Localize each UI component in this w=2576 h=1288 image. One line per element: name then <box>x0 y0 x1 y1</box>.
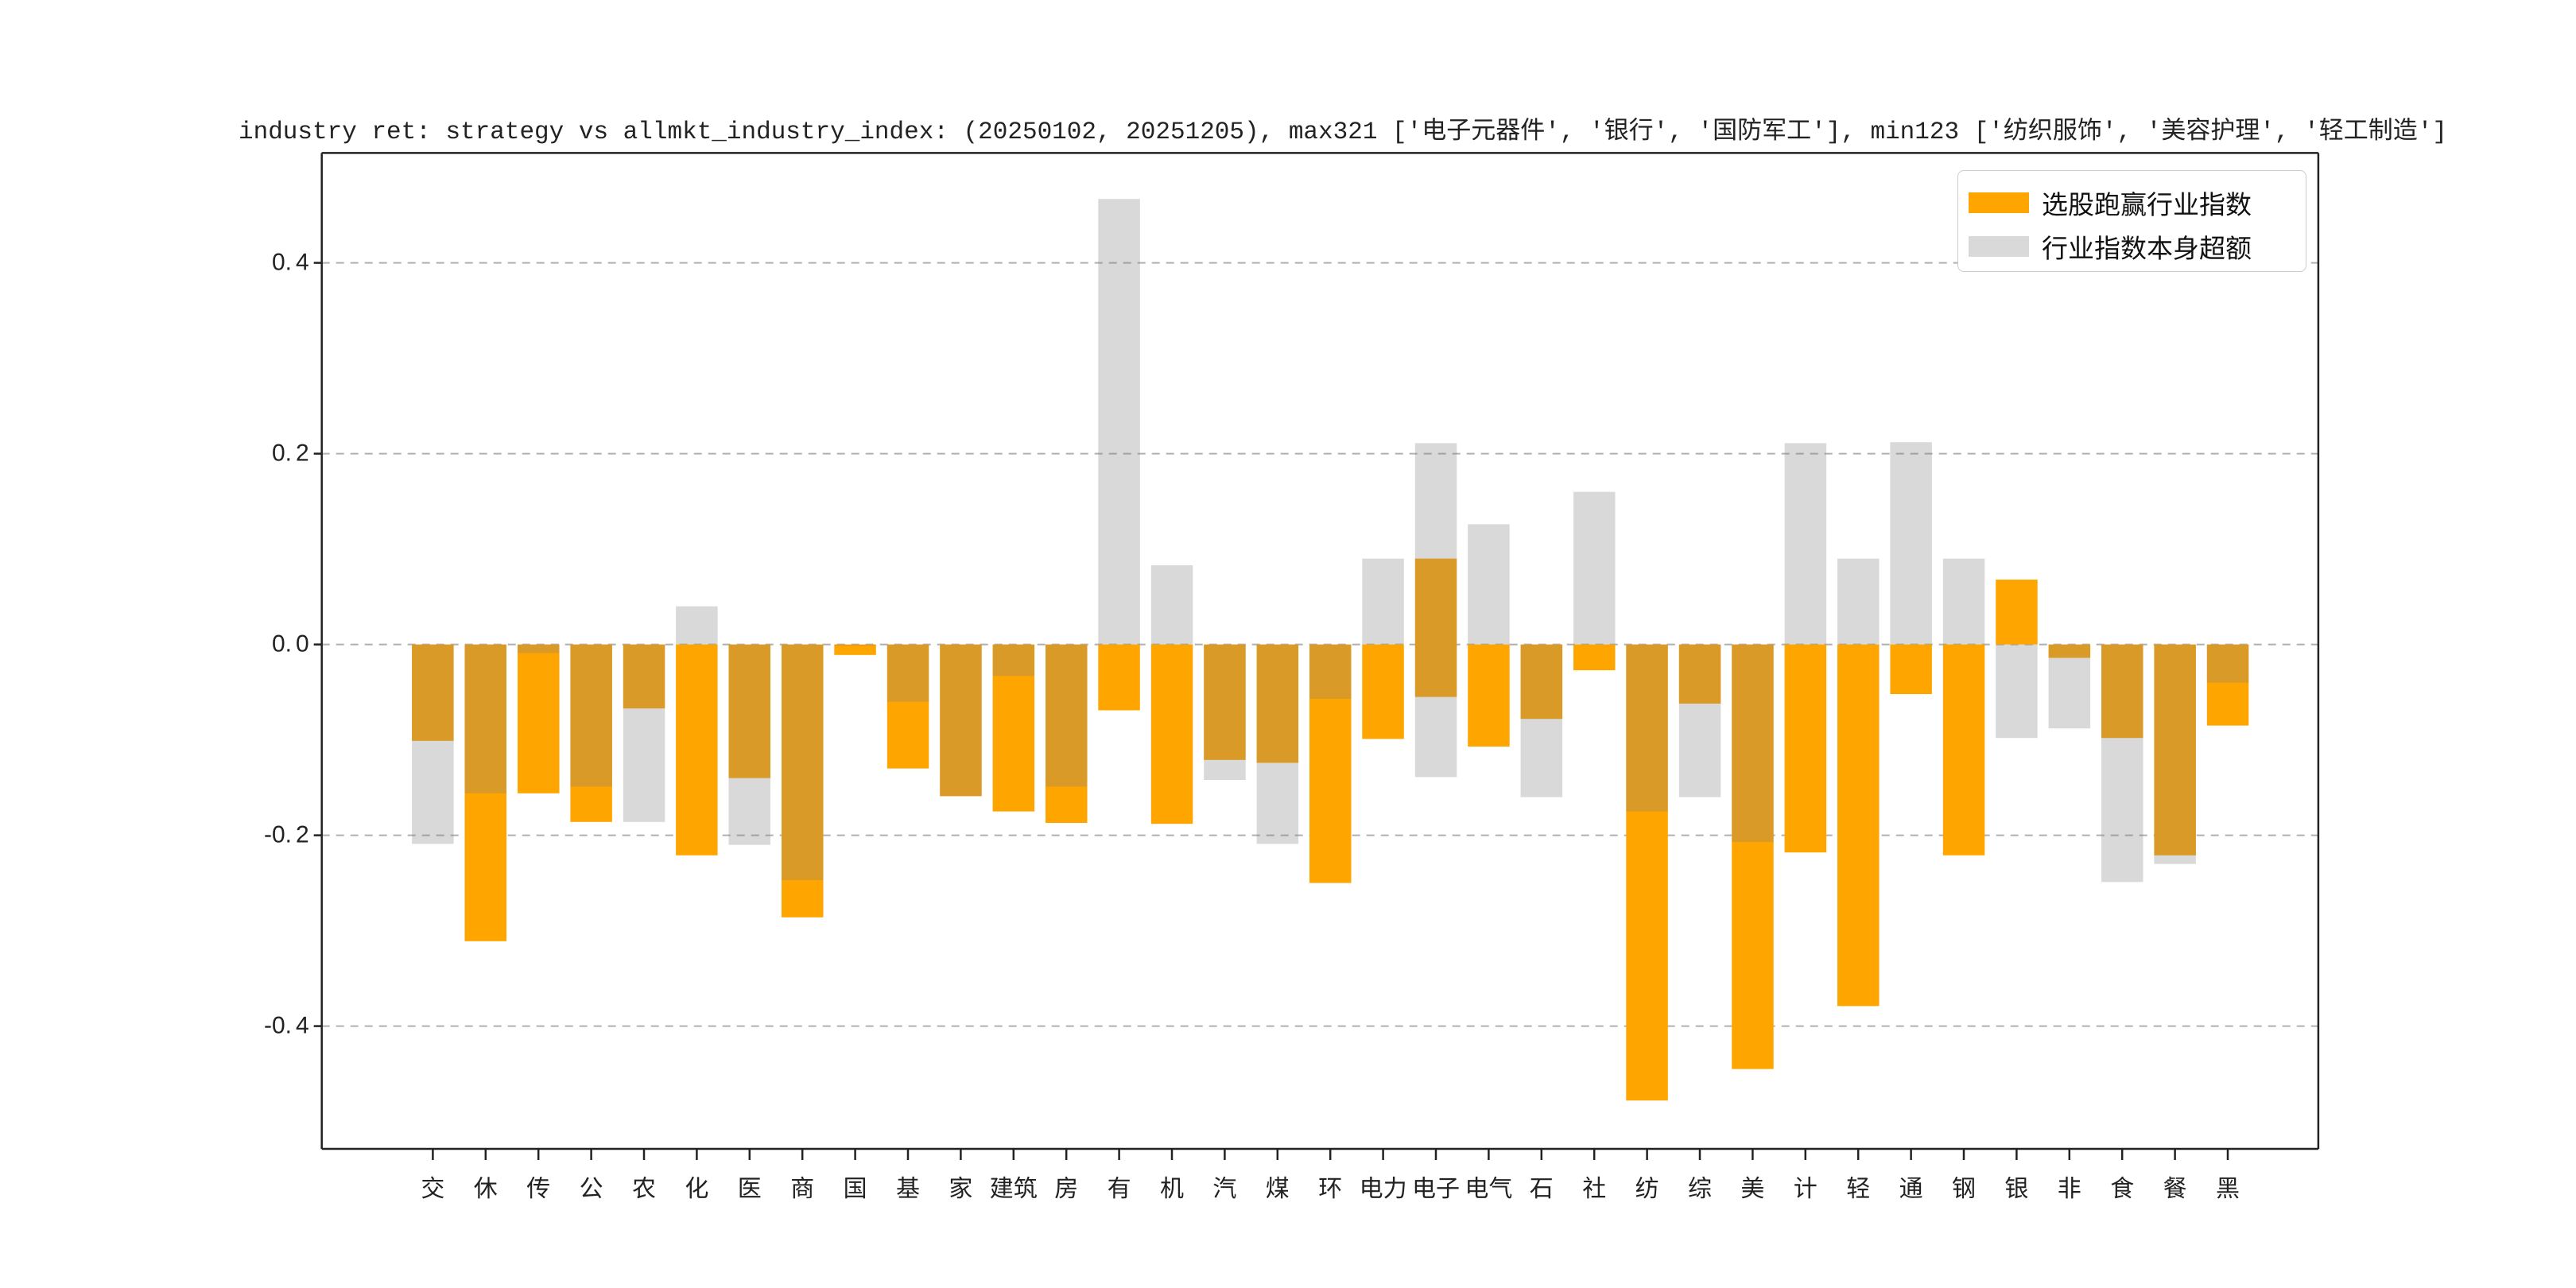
svg-text:有: 有 <box>1108 1176 1131 1202</box>
svg-text:纺: 纺 <box>1635 1176 1659 1202</box>
svg-text:家: 家 <box>949 1176 972 1202</box>
svg-text:食: 食 <box>2110 1176 2134 1202</box>
svg-text:银: 银 <box>2004 1176 2028 1202</box>
svg-text:机: 机 <box>1160 1176 1184 1202</box>
svg-text:基: 基 <box>896 1176 920 1202</box>
svg-text:传: 传 <box>526 1176 550 1202</box>
svg-text:通: 通 <box>1899 1176 1923 1202</box>
svg-text:商: 商 <box>790 1176 814 1202</box>
svg-text:建筑: 建筑 <box>990 1176 1038 1202</box>
svg-text:-0. 2: -0. 2 <box>264 822 309 848</box>
svg-text:轻: 轻 <box>1846 1176 1870 1202</box>
svg-text:环: 环 <box>1318 1176 1342 1202</box>
svg-text:煤: 煤 <box>1266 1176 1290 1202</box>
svg-text:电子: 电子 <box>1412 1176 1460 1202</box>
svg-text:餐: 餐 <box>2163 1176 2187 1202</box>
svg-text:电气: 电气 <box>1465 1176 1512 1202</box>
svg-text:社: 社 <box>1582 1176 1606 1202</box>
svg-text:医: 医 <box>738 1176 762 1202</box>
svg-text:0. 0: 0. 0 <box>272 631 309 658</box>
svg-text:0. 2: 0. 2 <box>272 440 309 467</box>
svg-text:房: 房 <box>1054 1176 1078 1202</box>
svg-text:黑: 黑 <box>2216 1176 2240 1202</box>
svg-text:汽: 汽 <box>1212 1176 1236 1202</box>
svg-text:计: 计 <box>1794 1176 1818 1202</box>
svg-text:国: 国 <box>844 1176 867 1202</box>
svg-text:农: 农 <box>632 1176 656 1202</box>
svg-text:休: 休 <box>474 1176 498 1202</box>
svg-text:综: 综 <box>1688 1176 1712 1202</box>
svg-text:-0. 4: -0. 4 <box>264 1013 309 1039</box>
svg-text:交: 交 <box>421 1176 444 1202</box>
svg-text:非: 非 <box>2058 1176 2081 1202</box>
svg-text:电力: 电力 <box>1360 1176 1407 1202</box>
svg-text:石: 石 <box>1530 1176 1554 1202</box>
svg-text:化: 化 <box>685 1176 708 1202</box>
svg-text:0. 4: 0. 4 <box>272 250 309 276</box>
svg-text:美: 美 <box>1740 1176 1764 1202</box>
svg-text:钢: 钢 <box>1952 1176 1976 1202</box>
svg-text:公: 公 <box>580 1176 603 1202</box>
